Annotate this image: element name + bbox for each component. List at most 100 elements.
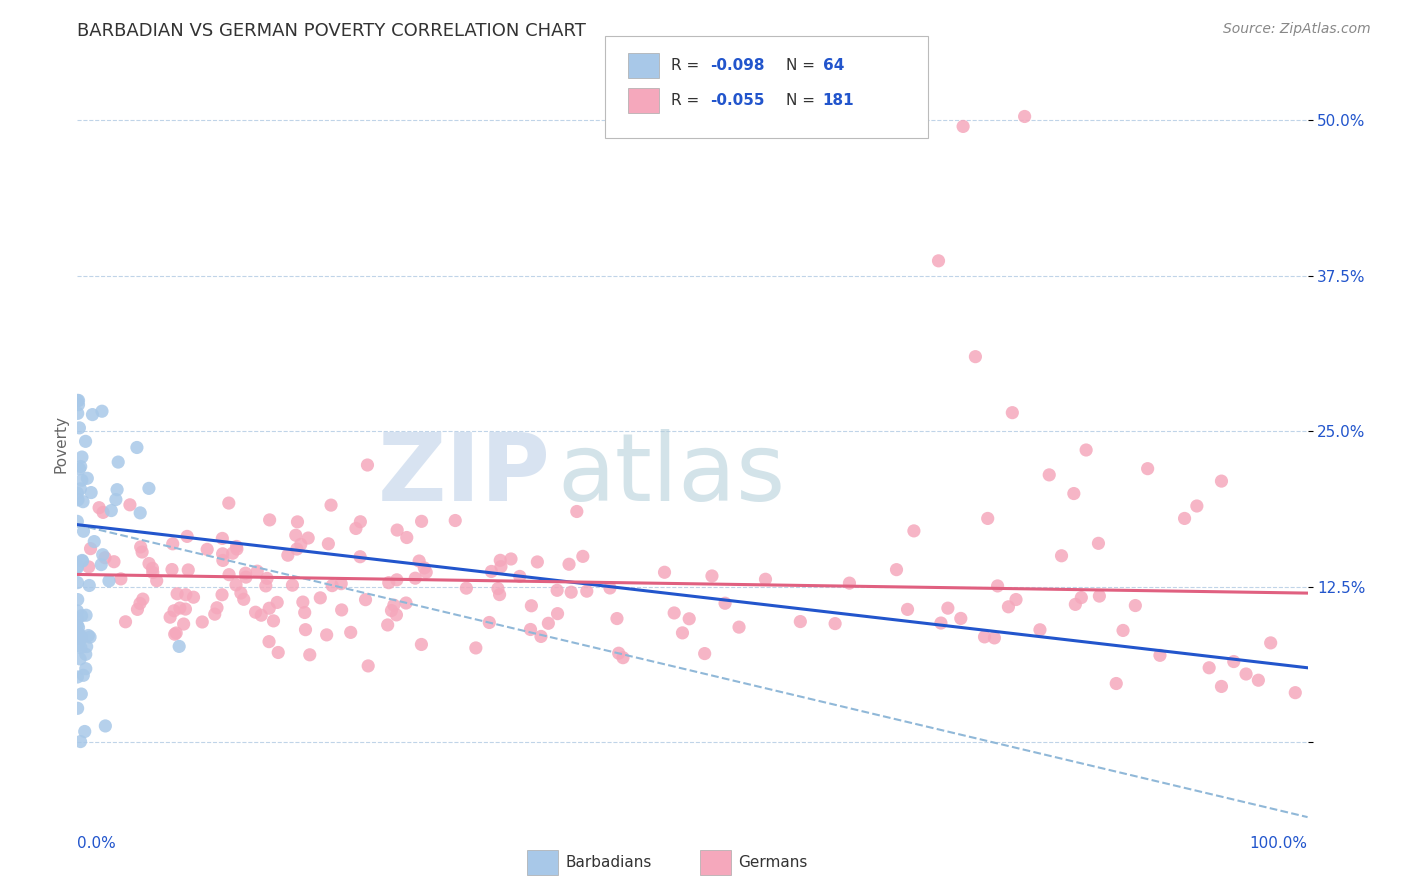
Point: [212, 553, 235, 567]
Point: [169, 601, 191, 615]
Point: [218, 496, 240, 510]
Point: [67, 626, 90, 640]
Point: [1029, 623, 1052, 637]
Text: 181: 181: [823, 94, 853, 108]
Point: [411, 514, 433, 528]
Point: [69, 640, 91, 655]
Point: [94, 719, 117, 733]
Point: [225, 540, 247, 554]
Point: [66, 560, 89, 574]
Point: [70, 553, 93, 567]
Point: [489, 559, 512, 574]
Point: [103, 555, 125, 569]
Point: [965, 350, 987, 364]
Point: [174, 602, 197, 616]
Point: [499, 552, 522, 566]
Y-axis label: Poverty: Poverty: [53, 415, 69, 473]
Point: [1105, 676, 1128, 690]
Point: [129, 506, 152, 520]
Text: atlas: atlas: [557, 429, 786, 521]
Point: [754, 572, 776, 586]
Point: [77, 628, 100, 642]
Point: [66, 393, 89, 408]
Point: [211, 532, 233, 546]
Point: [72, 524, 94, 539]
Point: [928, 253, 950, 268]
Point: [91, 548, 114, 562]
Point: [565, 504, 588, 518]
Point: [1149, 648, 1171, 663]
Point: [354, 592, 377, 607]
Point: [281, 578, 304, 592]
Point: [110, 572, 132, 586]
Point: [257, 634, 280, 648]
Text: Germans: Germans: [738, 855, 807, 870]
Point: [1284, 686, 1306, 700]
Point: [546, 583, 568, 598]
Point: [952, 120, 974, 134]
Point: [77, 578, 100, 592]
Point: [606, 611, 628, 625]
Point: [73, 724, 96, 739]
Point: [678, 612, 700, 626]
Text: R =: R =: [671, 58, 704, 72]
Point: [232, 592, 254, 607]
Point: [266, 595, 288, 609]
Point: [163, 604, 186, 618]
Point: [537, 616, 560, 631]
Text: -0.098: -0.098: [710, 58, 765, 72]
Point: [254, 579, 277, 593]
Point: [72, 668, 94, 682]
Point: [191, 615, 214, 629]
Point: [250, 608, 273, 623]
Point: [1223, 655, 1246, 669]
Point: [69, 629, 91, 643]
Point: [145, 574, 167, 588]
Point: [413, 561, 436, 575]
Point: [83, 534, 105, 549]
Point: [1211, 680, 1233, 694]
Text: ZIP: ZIP: [378, 429, 551, 521]
Point: [489, 553, 512, 567]
Point: [218, 567, 240, 582]
Point: [284, 528, 307, 542]
Point: [90, 558, 112, 572]
Point: [896, 602, 918, 616]
Point: [983, 631, 1005, 645]
Point: [1063, 486, 1085, 500]
Point: [72, 554, 94, 568]
Point: [1088, 589, 1111, 603]
Point: [572, 549, 595, 564]
Point: [530, 630, 553, 644]
Point: [66, 575, 89, 590]
Point: [599, 581, 621, 595]
Point: [245, 605, 267, 619]
Point: [75, 608, 97, 623]
Point: [1174, 511, 1197, 525]
Point: [75, 662, 97, 676]
Point: [91, 505, 114, 519]
Point: [79, 541, 101, 556]
Point: [160, 562, 183, 576]
Point: [319, 498, 342, 512]
Point: [486, 582, 509, 596]
Point: [91, 404, 114, 418]
Point: [977, 511, 1000, 525]
Point: [100, 503, 122, 517]
Point: [82, 408, 104, 422]
Point: [1211, 474, 1233, 488]
Point: [330, 603, 353, 617]
Point: [297, 531, 319, 545]
Point: [259, 601, 281, 615]
Point: [671, 626, 693, 640]
Point: [174, 588, 197, 602]
Text: N =: N =: [786, 94, 820, 108]
Point: [104, 492, 127, 507]
Point: [1005, 592, 1028, 607]
Point: [131, 545, 153, 559]
Point: [298, 648, 321, 662]
Point: [229, 586, 252, 600]
Point: [1070, 591, 1092, 605]
Point: [607, 646, 630, 660]
Point: [1064, 598, 1087, 612]
